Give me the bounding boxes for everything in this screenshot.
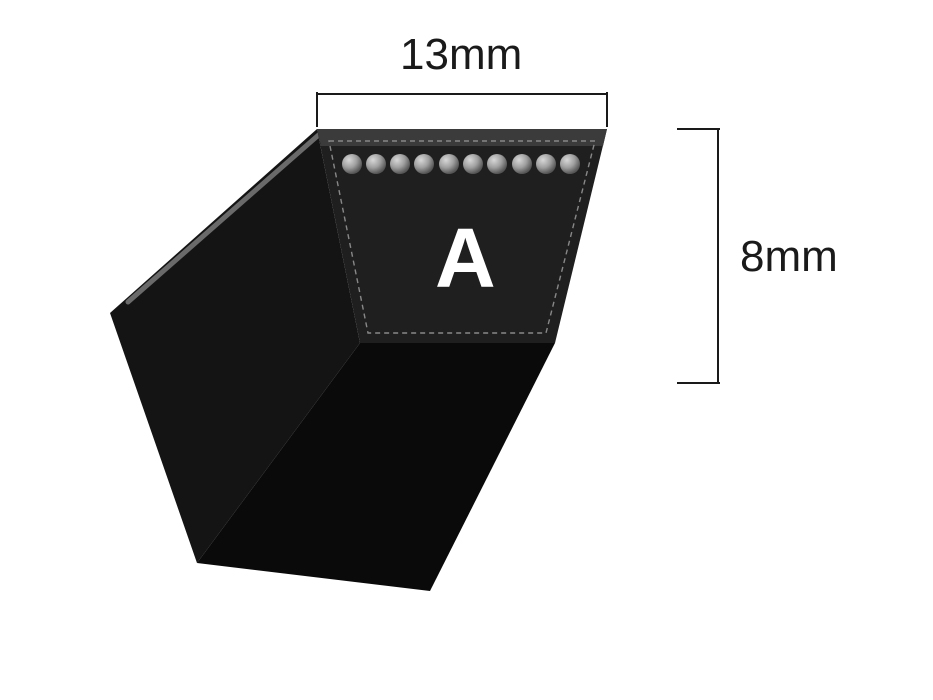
belt-top-lip (317, 129, 607, 146)
belt-diagram (0, 0, 933, 700)
height-label: 8mm (740, 232, 838, 282)
width-label: 13mm (400, 30, 522, 80)
height-dimension (677, 129, 720, 383)
width-dimension (317, 92, 607, 127)
belt-letter: A (435, 210, 498, 307)
